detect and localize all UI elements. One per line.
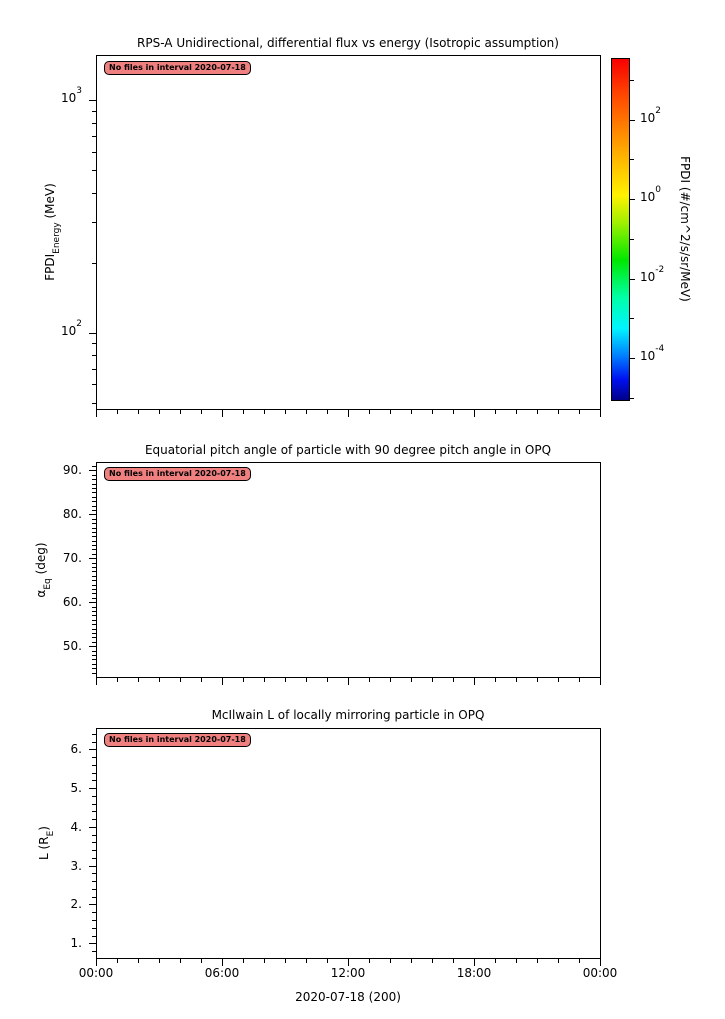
panel-1-no-data-badge: No files in interval 2020-07-18: [104, 61, 251, 75]
panel-1-x-ticks: [96, 410, 601, 417]
panel-2-x-ticks: [96, 678, 601, 685]
colorbar-tick-label: 10-2: [640, 264, 665, 284]
panel-3-y-tick-label: 4.: [70, 819, 82, 834]
x-tick-label-4: 00:00: [582, 966, 618, 980]
panel-1-title: RPS-A Unidirectional, differential flux …: [137, 36, 559, 50]
ylabel-text: FPDI: [43, 253, 57, 281]
ylabel-text: L (R: [37, 836, 51, 860]
panel-3-y-tick-label: 1.: [70, 935, 82, 950]
ylabel-unit: (MeV): [43, 183, 57, 223]
panel-1-y-axis-label: FPDIEnergy (MeV): [43, 183, 62, 281]
x-tick-label-0: 00:00: [78, 966, 114, 980]
panel-2-y-tick-label: 90.: [62, 462, 82, 477]
panel-2-title: Equatorial pitch angle of particle with …: [144, 443, 552, 457]
panel-1-border: [96, 55, 601, 410]
x-tick-label-1: 06:00: [204, 966, 240, 980]
colorbar-tick-label: 100: [640, 184, 662, 204]
colorbar-gradient: [611, 58, 630, 401]
panel-3-y-tick-label: 3.: [70, 858, 82, 873]
panel-3-x-ticks: [96, 959, 601, 966]
x-tick-label-3: 18:00: [456, 966, 492, 980]
panel-2-no-data-badge: No files in interval 2020-07-18: [104, 467, 251, 481]
panel-2-y-tick-label: 50.: [62, 638, 82, 653]
colorbar-ticks: [630, 80, 635, 399]
panel-1-y-tick-label: 102: [60, 318, 82, 338]
panel-3-y-ticks: [89, 734, 96, 952]
colorbar-axis-label: FPDI (#/cm^2/s/sr/MeV): [678, 156, 692, 302]
panel-1-y-tick-label: 103: [60, 85, 82, 105]
colorbar-tick-label: 102: [640, 105, 662, 125]
panel-3-y-tick-label: 2.: [70, 896, 82, 911]
x-axis-label: 2020-07-18 (200): [295, 990, 401, 1004]
panel-2-y-ticks: [89, 466, 96, 674]
ylabel-subscript: Energy: [52, 222, 63, 254]
panel-1-y-ticks: [89, 100, 96, 404]
panel-3-title: McIlwain L of locally mirroring particle…: [211, 708, 485, 722]
panel-3-y-tick-label: 6.: [70, 741, 82, 756]
x-tick-label-2: 12:00: [330, 966, 366, 980]
panel-3-border: [96, 728, 601, 959]
panel-3-no-data-badge: No files in interval 2020-07-18: [104, 733, 251, 747]
panel-2-y-tick-label: 60.: [62, 594, 82, 609]
panel-2-y-tick-label: 80.: [62, 506, 82, 521]
panel-2-y-tick-label: 70.: [62, 550, 82, 565]
panel-2-border: [96, 462, 601, 678]
colorbar-tick-label: 10-4: [640, 343, 665, 363]
ylabel-subscript: Eq: [43, 578, 54, 590]
panel-3-y-tick-label: 5.: [70, 780, 82, 795]
